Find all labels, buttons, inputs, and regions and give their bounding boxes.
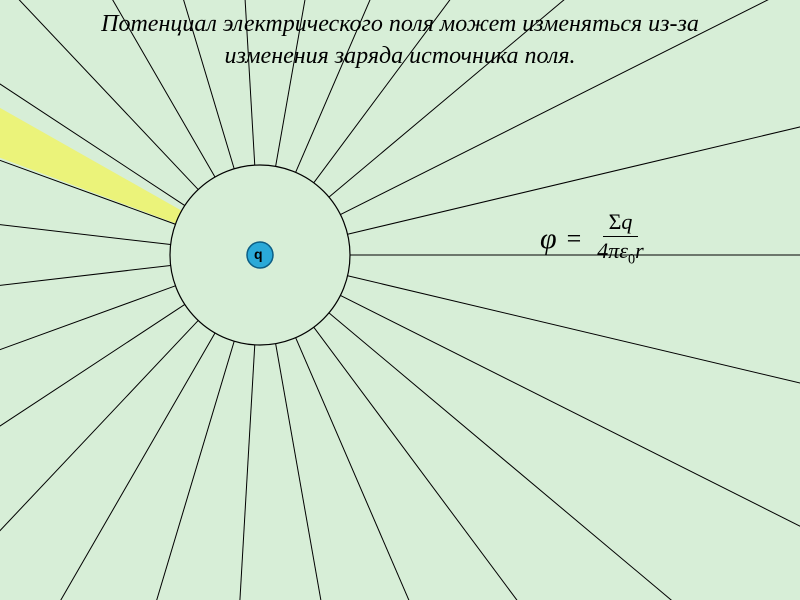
potential-formula: φ = Σq 4πε0r	[540, 210, 650, 268]
formula-equals: =	[563, 224, 586, 254]
formula-fraction: Σq 4πε0r	[591, 210, 649, 268]
title-line-1: Потенциал электрического поля может изме…	[101, 11, 699, 37]
slide-title: Потенциал электрического поля может изме…	[0, 8, 800, 73]
formula-denominator: 4πε0r	[591, 237, 649, 268]
formula-numerator: Σq	[603, 210, 639, 237]
title-line-2: изменения заряда источника поля.	[224, 43, 575, 69]
charge-label: q	[254, 246, 263, 262]
highlight-wedge	[0, 73, 192, 228]
formula-phi: φ	[540, 222, 557, 256]
field-diagram	[0, 0, 800, 600]
field-rays	[0, 0, 800, 600]
